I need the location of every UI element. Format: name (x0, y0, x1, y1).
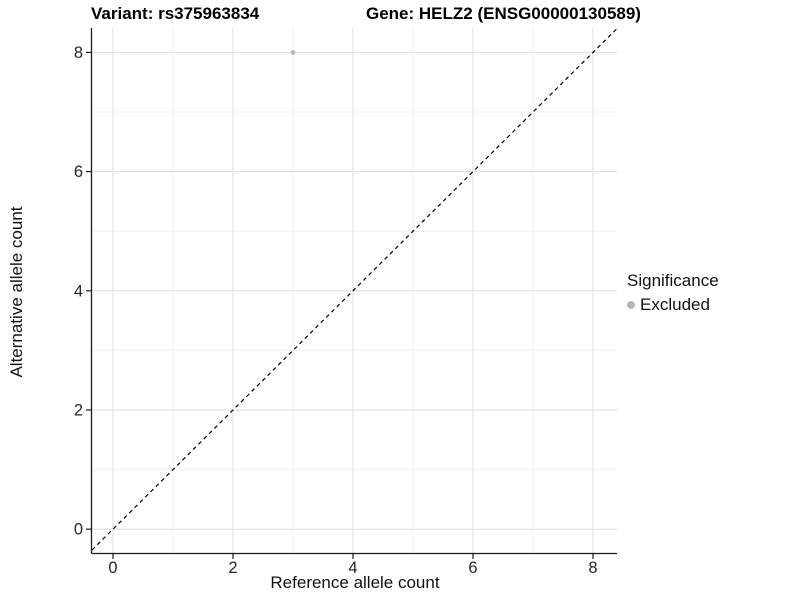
x-axis-title: Reference allele count (270, 573, 440, 592)
y-tick-label: 2 (74, 401, 83, 419)
plot-title-gene: Gene: HELZ2 (ENSG00000130589) (366, 4, 641, 23)
data-point-excluded (290, 50, 296, 55)
legend-item-label: Excluded (640, 295, 710, 314)
y-tick-label: 0 (74, 521, 83, 539)
plot-title-variant: Variant: rs375963834 (91, 4, 260, 23)
legend: Significance Excluded (627, 271, 719, 315)
y-tick-label: 8 (74, 44, 83, 62)
x-tick-label: 8 (588, 559, 597, 577)
y-tick-label: 4 (74, 282, 83, 300)
legend-item-excluded: Excluded (627, 295, 719, 315)
x-tick-label: 0 (108, 559, 117, 577)
legend-point-icon (627, 301, 635, 309)
y-axis-title: Alternative allele count (7, 206, 26, 378)
legend-title: Significance (627, 271, 719, 290)
identity-dashed-line (91, 28, 618, 551)
x-tick-label: 6 (468, 559, 477, 577)
x-tick-label: 4 (348, 559, 357, 577)
x-tick-label: 2 (228, 559, 237, 577)
y-tick-label: 6 (74, 163, 83, 181)
